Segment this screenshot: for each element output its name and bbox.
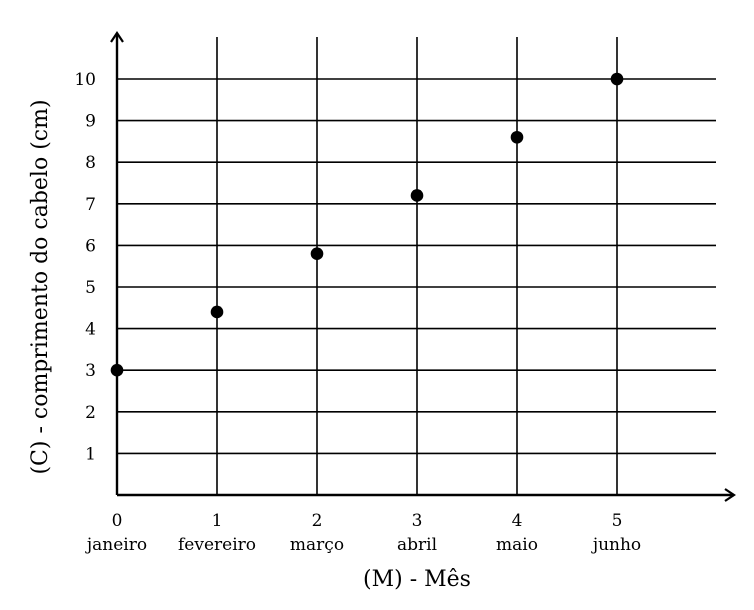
x-month-label: maio [496, 535, 538, 555]
y-tick-label: 2 [85, 403, 96, 423]
y-axis-arrow-icon [110, 31, 124, 43]
x-tick-label: 4 [512, 511, 523, 531]
x-month-label: abril [397, 535, 437, 555]
x-tick-label: 5 [612, 511, 623, 531]
axes [110, 31, 736, 502]
x-tick-label: 3 [412, 511, 423, 531]
x-axis-title: (M) - Mês [363, 567, 471, 592]
x-tick-label: 1 [212, 511, 223, 531]
data-point [210, 305, 224, 319]
data-points [110, 72, 624, 377]
y-axis-title: (C) - comprimento do cabelo (cm) [28, 99, 53, 474]
y-tick-label: 7 [85, 195, 96, 215]
x-month-label: março [290, 535, 344, 555]
x-tick-label: 0 [112, 511, 123, 531]
data-point [410, 189, 424, 202]
x-tick-label: 2 [312, 511, 323, 531]
y-tick-label: 9 [85, 112, 96, 132]
y-tick-label: 3 [85, 361, 96, 381]
y-tick-label: 1 [85, 444, 96, 464]
x-month-label: junho [591, 535, 641, 555]
tick-labels: 1 2 3 4 5 6 7 8 9 10 0 janeiro 1 fevereiro 2 março 3 abri… [74, 70, 641, 555]
y-tick-label: 8 [85, 153, 96, 173]
y-tick-label: 10 [74, 70, 96, 90]
grid-lines [117, 37, 716, 495]
y-tick-label: 5 [85, 278, 96, 298]
data-point [110, 363, 124, 377]
y-tick-label: 4 [85, 320, 96, 340]
data-point [310, 247, 324, 261]
x-month-label: janeiro [85, 535, 147, 555]
y-tick-label: 6 [85, 236, 96, 256]
x-month-label: fevereiro [178, 535, 256, 555]
data-point [610, 72, 624, 86]
x-axis-arrow-icon [724, 488, 736, 502]
data-point [510, 130, 524, 144]
